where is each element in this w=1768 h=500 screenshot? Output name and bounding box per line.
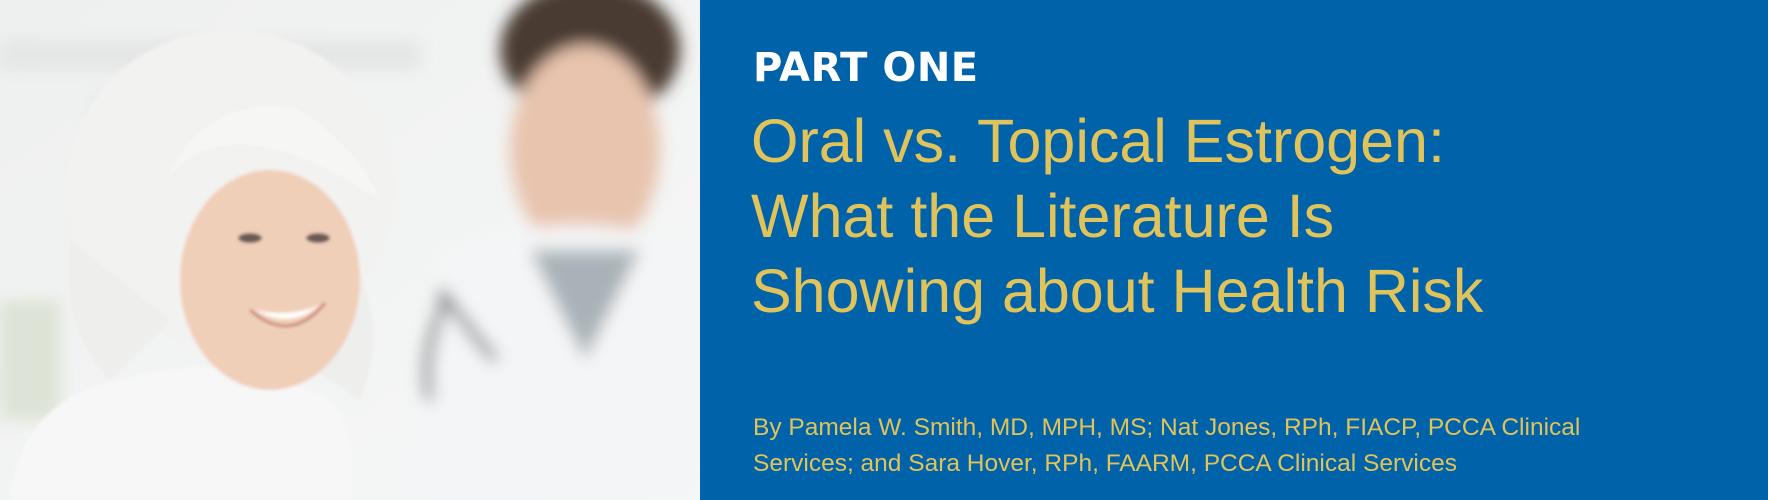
photo-illustration bbox=[0, 0, 700, 500]
byline-line: By Pamela W. Smith, MD, MPH, MS; Nat Jon… bbox=[753, 414, 1581, 441]
title-line: Showing about Health Risk bbox=[751, 257, 1484, 325]
byline-line: Services; and Sara Hover, RPh, FAARM, PC… bbox=[753, 450, 1457, 477]
article-title: Oral vs. Topical Estrogen: What the Lite… bbox=[751, 104, 1483, 329]
part-label: PART ONE bbox=[753, 45, 979, 91]
title-line: Oral vs. Topical Estrogen: bbox=[751, 107, 1445, 175]
hero-photo bbox=[0, 0, 700, 500]
title-line: What the Literature Is bbox=[751, 182, 1335, 250]
author-byline: By Pamela W. Smith, MD, MPH, MS; Nat Jon… bbox=[753, 410, 1580, 482]
title-panel: PART ONE Oral vs. Topical Estrogen: What… bbox=[700, 0, 1768, 500]
